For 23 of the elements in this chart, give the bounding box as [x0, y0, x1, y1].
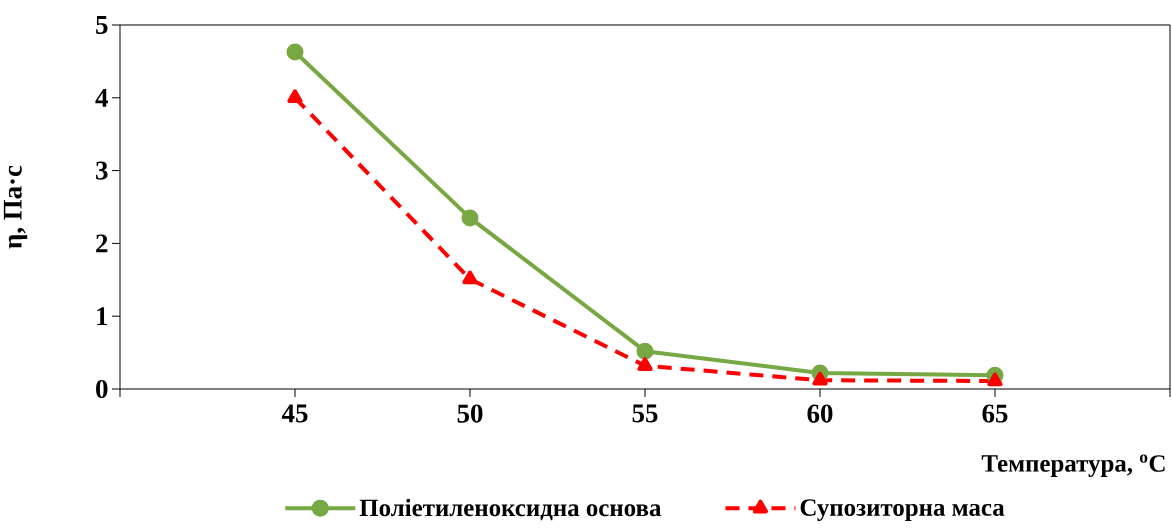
y-tick-label: 3 — [96, 161, 108, 180]
point — [987, 372, 1003, 387]
x-tick-label: 45 — [281, 404, 308, 423]
point — [461, 209, 479, 227]
point — [637, 357, 653, 371]
y-tick-label: 1 — [97, 307, 108, 326]
point — [462, 270, 478, 285]
point — [636, 342, 654, 360]
y-tick-label: 2 — [96, 234, 108, 253]
x-tick-label: 50 — [457, 404, 483, 423]
legend-label: Поліетиленоксидна основа — [359, 498, 662, 521]
point — [287, 89, 303, 104]
legend-label: Супозиторна маса — [800, 499, 1005, 521]
point — [812, 371, 828, 386]
x-axis-title: Температура, $^{o}$C — [981, 454, 1165, 477]
y-tick-label: 5 — [96, 16, 108, 34]
x-tick-label: 60 — [807, 404, 833, 423]
x-tick-label: 55 — [632, 404, 658, 423]
point — [286, 43, 304, 61]
y-tick-label: 4 — [95, 88, 108, 107]
y-tick-label: 0 — [96, 379, 108, 399]
x-tick-label: 65 — [982, 404, 1008, 423]
y-axis-title: η, Па·с — [3, 165, 28, 249]
